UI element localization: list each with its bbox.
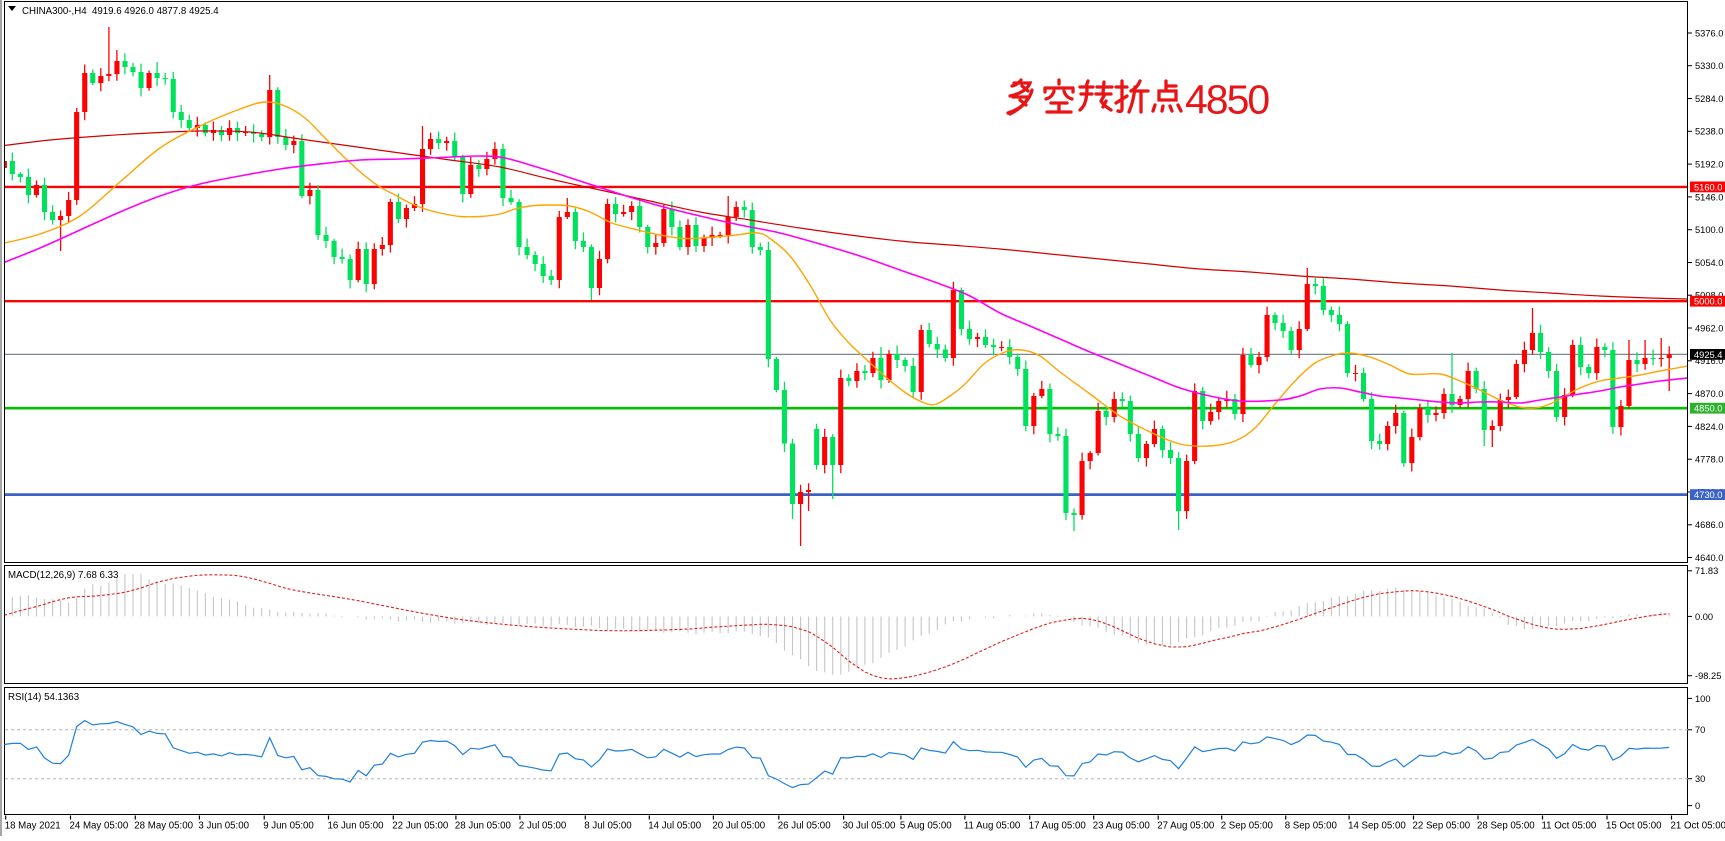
svg-text:4850: 4850 [1185,77,1269,123]
svg-text:2 Sep 05:00: 2 Sep 05:00 [1221,821,1274,832]
svg-text:4925.4: 4925.4 [1694,350,1722,360]
svg-text:70: 70 [1695,725,1705,735]
svg-text:27 Aug 05:00: 27 Aug 05:00 [1157,821,1215,832]
svg-text:5146.0: 5146.0 [1695,192,1723,202]
svg-text:9 Jun 05:00: 9 Jun 05:00 [263,821,314,832]
svg-text:4870.0: 4870.0 [1695,389,1723,399]
svg-text:CHINA300-,H4 4919.6 4926.0 48: CHINA300-,H4 4919.6 4926.0 4877.8 4925.4 [22,6,219,17]
svg-text:4778.0: 4778.0 [1695,455,1723,465]
svg-text:4824.0: 4824.0 [1695,422,1723,432]
svg-text:71.83: 71.83 [1695,566,1718,576]
svg-text:30: 30 [1695,774,1705,784]
svg-text:5238.0: 5238.0 [1695,127,1723,137]
svg-text:5 Aug 05:00: 5 Aug 05:00 [900,821,952,832]
svg-text:14 Sep 05:00: 14 Sep 05:00 [1348,821,1406,832]
svg-text:21 Oct 05:00: 21 Oct 05:00 [1671,821,1725,832]
svg-text:28 May 05:00: 28 May 05:00 [134,821,193,832]
svg-text:17 Aug 05:00: 17 Aug 05:00 [1029,821,1087,832]
svg-text:0.00: 0.00 [1695,612,1713,622]
svg-text:8 Sep 05:00: 8 Sep 05:00 [1285,821,1338,832]
svg-text:11 Aug 05:00: 11 Aug 05:00 [964,821,1021,832]
svg-text:-98.25: -98.25 [1695,671,1721,681]
svg-text:2 Jul 05:00: 2 Jul 05:00 [519,821,567,832]
svg-text:100: 100 [1695,694,1711,704]
svg-text:11 Oct 05:00: 11 Oct 05:00 [1542,821,1597,832]
svg-text:MACD(12,26,9) 7.68 6.33: MACD(12,26,9) 7.68 6.33 [8,570,118,581]
svg-text:24 May 05:00: 24 May 05:00 [70,821,129,832]
svg-text:5160.0: 5160.0 [1694,182,1722,192]
svg-text:0: 0 [1695,801,1700,811]
svg-text:30 Jul 05:00: 30 Jul 05:00 [843,821,896,832]
svg-text:4850.0: 4850.0 [1694,404,1722,414]
svg-text:28 Jun 05:00: 28 Jun 05:00 [455,821,512,832]
svg-text:20 Jul 05:00: 20 Jul 05:00 [712,821,765,832]
svg-text:18 May 2021: 18 May 2021 [5,821,61,832]
svg-text:26 Jul 05:00: 26 Jul 05:00 [778,821,831,832]
svg-text:3 Jun 05:00: 3 Jun 05:00 [198,821,249,832]
svg-text:5330.0: 5330.0 [1695,61,1723,71]
svg-text:RSI(14) 54.1363: RSI(14) 54.1363 [8,692,79,703]
svg-text:5376.0: 5376.0 [1695,28,1723,38]
svg-text:4962.0: 4962.0 [1695,323,1723,333]
svg-text:15 Oct 05:00: 15 Oct 05:00 [1606,821,1662,832]
svg-text:16 Jun 05:00: 16 Jun 05:00 [328,821,385,832]
svg-text:8 Jul 05:00: 8 Jul 05:00 [584,821,632,832]
svg-text:5192.0: 5192.0 [1695,160,1723,170]
svg-text:5054.0: 5054.0 [1695,258,1723,268]
svg-text:22 Jun 05:00: 22 Jun 05:00 [392,821,449,832]
svg-text:28 Sep 05:00: 28 Sep 05:00 [1477,821,1535,832]
svg-text:5000.0: 5000.0 [1694,297,1722,307]
svg-text:4640.0: 4640.0 [1695,553,1723,563]
svg-text:22 Sep 05:00: 22 Sep 05:00 [1413,821,1471,832]
svg-text:4686.0: 4686.0 [1695,520,1723,530]
svg-text:4730.0: 4730.0 [1694,490,1722,500]
svg-text:14 Jul 05:00: 14 Jul 05:00 [648,821,701,832]
svg-text:23 Aug 05:00: 23 Aug 05:00 [1093,821,1151,832]
svg-text:5284.0: 5284.0 [1695,94,1723,104]
svg-text:5100.0: 5100.0 [1695,225,1723,235]
